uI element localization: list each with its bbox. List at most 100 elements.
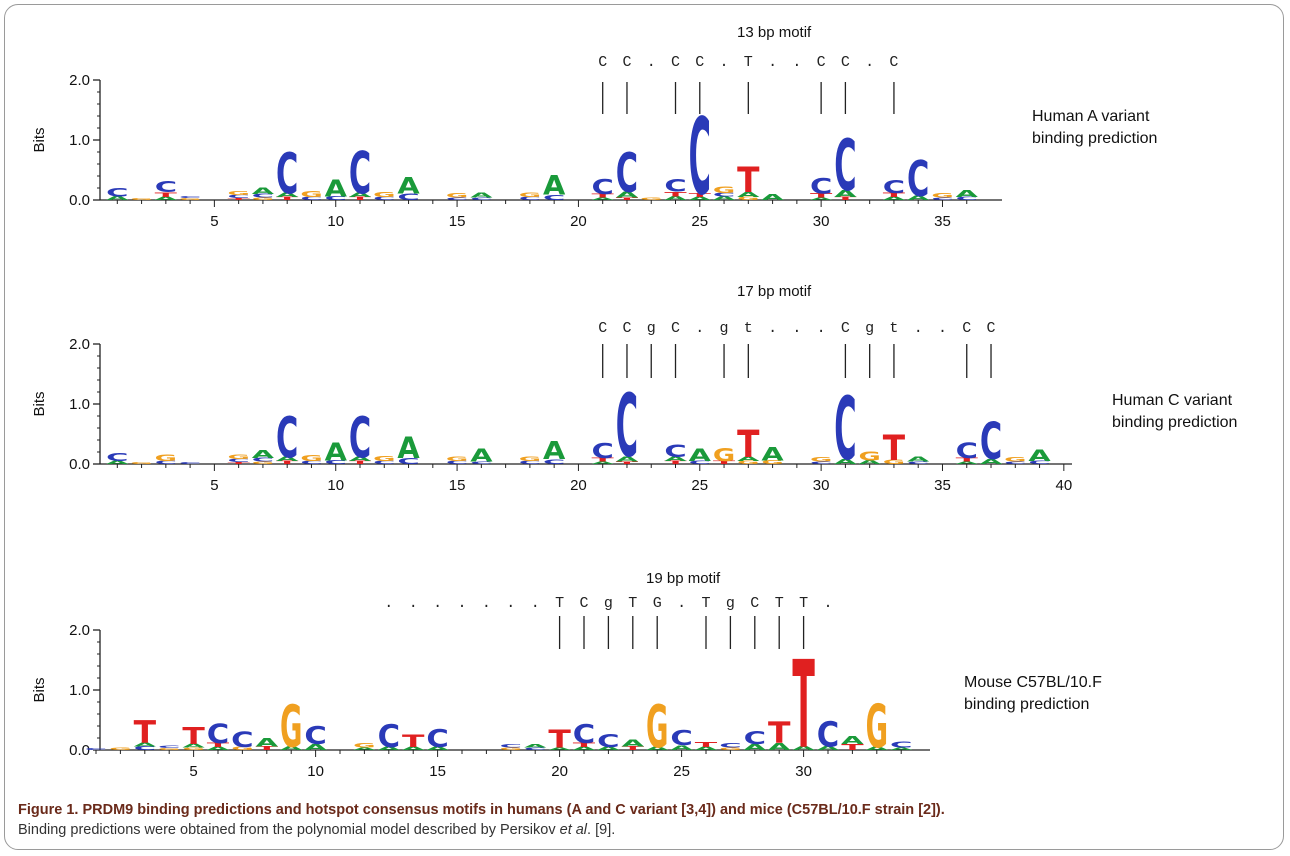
x-tick-label: 20 bbox=[551, 763, 568, 780]
logo-letter-G: G bbox=[373, 190, 395, 199]
logo-letter-A: A bbox=[761, 443, 783, 465]
logo-letter-C: C bbox=[543, 458, 565, 465]
logo-letter-T: T bbox=[573, 742, 595, 749]
logo-letter-C: C bbox=[276, 405, 298, 471]
logo-letter-A: A bbox=[397, 431, 420, 465]
caption-body-prefix: Binding predictions were obtained from t… bbox=[18, 822, 560, 838]
logo-letter-G: G bbox=[373, 454, 395, 463]
logo-letter-C: C bbox=[179, 196, 201, 199]
logo-letter-A: A bbox=[689, 196, 711, 201]
logo-letter-A: A bbox=[155, 196, 177, 201]
logo-letter-A: A bbox=[276, 192, 298, 199]
x-tick-label: 35 bbox=[934, 477, 951, 494]
logo-letter-G: G bbox=[130, 198, 152, 201]
logo-letter-G: G bbox=[640, 197, 662, 201]
logo-letter-A: A bbox=[470, 191, 493, 200]
logo-letter-T: T bbox=[622, 745, 644, 751]
consensus-letter: C bbox=[671, 320, 680, 337]
logo-letter-A: A bbox=[543, 170, 566, 201]
y-axis-label: Bits bbox=[31, 127, 48, 152]
logo-letter-G: G bbox=[182, 747, 204, 751]
logo-letter-C: C bbox=[956, 196, 978, 201]
x-tick-label: 10 bbox=[327, 213, 344, 230]
consensus-letter: C bbox=[598, 54, 607, 71]
logo-letter-A: A bbox=[597, 746, 619, 751]
consensus-letter: G bbox=[653, 595, 662, 612]
logo-letter-C: C bbox=[252, 193, 274, 199]
logo-letter-G: G bbox=[737, 196, 759, 201]
caption-body-italic: et al bbox=[559, 822, 588, 838]
y-tick-label: 0.0 bbox=[69, 192, 90, 209]
logo-letter-A: A bbox=[834, 188, 857, 199]
logo-letter-A: A bbox=[616, 190, 639, 200]
consensus-letter: C bbox=[622, 320, 631, 337]
logo-letter-A: A bbox=[378, 746, 400, 751]
y-tick-label: 2.0 bbox=[69, 336, 90, 353]
logo-letter-C: C bbox=[252, 457, 274, 463]
logo-letter-G: G bbox=[1004, 456, 1026, 463]
logo-letter-A: A bbox=[134, 742, 156, 748]
logo-letter-G: G bbox=[519, 456, 541, 463]
x-tick-label: 15 bbox=[449, 213, 466, 230]
logo-letter-C: C bbox=[744, 727, 766, 748]
logo-letter-T: T bbox=[349, 460, 371, 465]
logo-panel-mouse: 19 bp motif Mouse C57BL/10.F binding pre… bbox=[0, 548, 1290, 798]
consensus-letter: T bbox=[628, 595, 637, 612]
logo-letter-G: G bbox=[227, 454, 249, 461]
y-axis-label: Bits bbox=[31, 677, 48, 702]
logo-letter-C: C bbox=[470, 461, 492, 465]
logo-letter-A: A bbox=[713, 195, 735, 201]
x-tick-label: 15 bbox=[429, 763, 446, 780]
x-tick-label: 5 bbox=[210, 477, 218, 494]
logo-letter-A: A bbox=[907, 455, 930, 464]
logo-letter-C: C bbox=[616, 142, 638, 205]
logo-letter-C: C bbox=[670, 727, 692, 751]
logo-letter-A: A bbox=[325, 176, 348, 202]
consensus-letter: . bbox=[384, 595, 393, 612]
logo-letter-A: A bbox=[737, 456, 759, 463]
x-tick-label: 35 bbox=[934, 213, 951, 230]
logo-letter-G: G bbox=[252, 197, 274, 201]
consensus-letter: T bbox=[744, 54, 753, 71]
x-tick-label: 25 bbox=[691, 477, 708, 494]
logo-letter-A: A bbox=[1028, 447, 1050, 465]
logo-letter-C: C bbox=[158, 745, 180, 749]
logo-letter-T: T bbox=[592, 457, 614, 463]
logo-letter-A: A bbox=[890, 747, 912, 751]
logo-letter-T: T bbox=[883, 428, 905, 468]
logo-letter-T: T bbox=[695, 741, 719, 749]
logo-letter-G: G bbox=[519, 192, 541, 199]
caption-body-suffix: . [9]. bbox=[587, 822, 616, 838]
logo-letter-C: C bbox=[597, 730, 619, 751]
consensus-letter: T bbox=[799, 595, 808, 612]
x-tick-label: 5 bbox=[189, 763, 197, 780]
logo-letter-A: A bbox=[548, 747, 570, 751]
logo-letter-C: C bbox=[325, 196, 347, 202]
logo-letter-A: A bbox=[834, 458, 857, 466]
logo-letter-C: C bbox=[227, 459, 249, 464]
logo-letter-C: C bbox=[397, 192, 419, 202]
x-tick-label: 10 bbox=[327, 477, 344, 494]
logo-letter-C: C bbox=[470, 197, 492, 201]
logo-letter-C: C bbox=[325, 460, 347, 466]
logo-letter-A: A bbox=[768, 741, 791, 752]
y-tick-label: 0.0 bbox=[69, 742, 90, 759]
logo-letter-A: A bbox=[761, 192, 784, 202]
logo-letter-A: A bbox=[980, 458, 1003, 466]
consensus-letter: C bbox=[987, 320, 996, 337]
x-tick-label: 5 bbox=[210, 213, 218, 230]
logo-letter-C: C bbox=[956, 439, 978, 463]
logo-letter-G: G bbox=[713, 445, 735, 465]
logo-letter-A: A bbox=[325, 438, 348, 466]
logo-letter-G: G bbox=[179, 198, 201, 201]
logo-letter-A: A bbox=[402, 746, 424, 751]
logo-letter-C: C bbox=[1004, 461, 1026, 465]
logo-letter-A: A bbox=[592, 197, 614, 201]
logo-letter-A: A bbox=[616, 455, 639, 464]
logo-letter-C: C bbox=[397, 457, 419, 467]
logo-letter-C: C bbox=[373, 196, 395, 201]
consensus-letter: g bbox=[726, 595, 735, 612]
logo-letter-C: C bbox=[713, 192, 735, 198]
